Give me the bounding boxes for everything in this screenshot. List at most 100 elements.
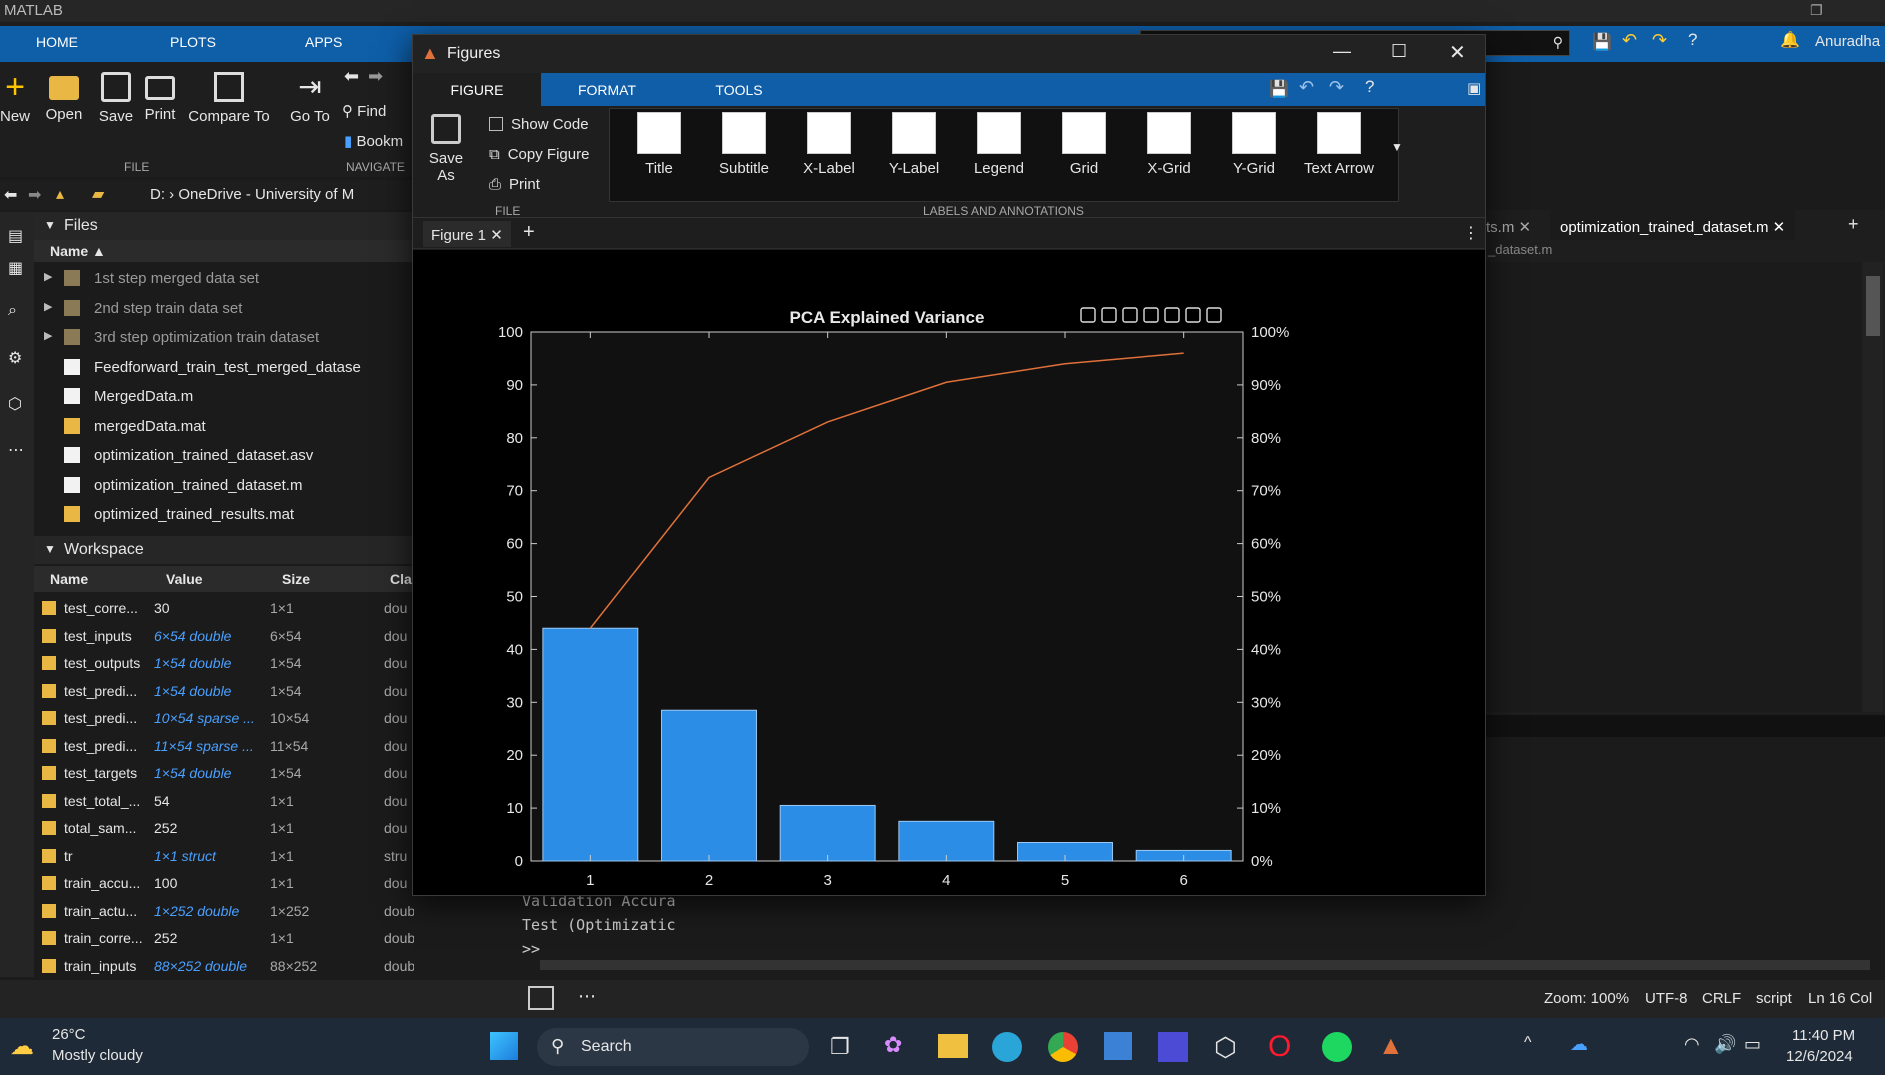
workspace-row[interactable]: train_actu... 1×252 double 1×252 double xyxy=(34,897,426,925)
plot-area[interactable]: PCA Explained Variance 0 0% 10 10% 20 20% 30 30%… xyxy=(413,250,1485,895)
expand-icon[interactable]: ▶ xyxy=(44,271,53,283)
opera-icon[interactable]: O xyxy=(1268,1030,1292,1063)
tab-plots[interactable]: PLOTS xyxy=(170,34,216,50)
save-icon[interactable]: 💾 xyxy=(1592,34,1612,51)
gallery-text-arrow[interactable]: Text Arrow xyxy=(1299,112,1379,177)
weather-icon[interactable]: ☁ xyxy=(10,1033,34,1060)
workspace-column-header[interactable]: Name Value Size Cla xyxy=(34,566,414,592)
forward-arrow-icon[interactable]: ➡ xyxy=(368,66,384,86)
taskbar-search[interactable]: ⚲ Search xyxy=(537,1028,809,1066)
forward-icon[interactable]: ➡ xyxy=(28,187,42,204)
workspace-cell-value[interactable]: 1×54 double xyxy=(154,682,232,699)
onedrive-icon[interactable]: ☁ xyxy=(1570,1034,1588,1054)
files-column-header[interactable]: Name ▲ xyxy=(34,240,414,262)
copilot-icon[interactable]: ✿ xyxy=(884,1032,903,1057)
figure-1-tab[interactable]: Figure 1 ✕ xyxy=(423,221,511,247)
cmd-horizontal-scrollbar[interactable] xyxy=(540,960,1870,970)
close-icon[interactable]: ✕ xyxy=(1449,42,1466,64)
workspace-row[interactable]: test_inputs 6×54 double 6×54 dou xyxy=(34,622,414,650)
gallery-y-grid[interactable]: Y-Grid xyxy=(1214,112,1294,177)
print-button[interactable]: Print xyxy=(140,72,180,123)
expand-icon[interactable]: ▶ xyxy=(44,330,53,342)
workspace-row[interactable]: test_corre... 30 1×1 dou xyxy=(34,594,414,622)
cmd-prompt[interactable]: >> xyxy=(522,940,541,958)
tab-figure[interactable]: FIGURE xyxy=(413,73,541,106)
collapse-icon[interactable]: ▼ xyxy=(44,218,56,232)
workspace-row[interactable]: train_corre... 252 1×1 double xyxy=(34,924,426,952)
pan-icon[interactable] xyxy=(1143,307,1159,323)
gallery-grid[interactable]: Grid xyxy=(1044,112,1124,177)
file-item[interactable]: optimization_trained_dataset.m xyxy=(34,471,414,500)
zoom-out-icon[interactable] xyxy=(1185,307,1201,323)
editor-tab-ts[interactable]: ts.m ✕ xyxy=(1486,219,1532,236)
save-button[interactable]: Save xyxy=(96,72,136,125)
brush-icon[interactable] xyxy=(1080,307,1096,323)
tab-tools[interactable]: TOOLS xyxy=(715,82,763,98)
workspace-row[interactable]: test_predi... 11×54 sparse ... 11×54 dou xyxy=(34,732,414,760)
edge-icon[interactable] xyxy=(992,1032,1022,1062)
more-icon[interactable]: ⋯ xyxy=(8,442,24,459)
figure-menu-icon[interactable]: ⋮ xyxy=(1463,225,1479,242)
print-figure-button[interactable]: ⎙ Print xyxy=(489,176,540,193)
file-item[interactable]: optimized_trained_results.mat xyxy=(34,500,414,529)
gallery-title[interactable]: Title xyxy=(619,112,699,177)
dock-icon[interactable]: ▣ xyxy=(1467,80,1482,97)
expand-icon[interactable]: ▶ xyxy=(44,300,53,313)
up-folder-icon[interactable]: ▴ xyxy=(56,186,65,203)
restore-icon[interactable]: ❐ xyxy=(1810,2,1823,18)
workspace-cell-value[interactable]: 1×252 double xyxy=(154,902,240,919)
workspace-row[interactable]: train_accu... 100 1×1 dou xyxy=(34,869,414,897)
gallery-y-label[interactable]: Y-Label xyxy=(874,112,954,177)
workspace-row[interactable]: test_predi... 1×54 double 1×54 dou xyxy=(34,677,414,705)
save-as-button[interactable]: Save As xyxy=(419,114,473,184)
tab-format[interactable]: FORMAT xyxy=(577,82,637,98)
maximize-icon[interactable]: ☐ xyxy=(1391,41,1408,61)
figure-title-bar[interactable]: ▲ Figures — ☐ ✕ xyxy=(413,35,1485,73)
workspace-row[interactable]: test_predi... 10×54 sparse ... 10×54 dou xyxy=(34,704,414,732)
workspace-cell-value[interactable]: 6×54 double xyxy=(154,627,232,644)
app-icon[interactable] xyxy=(1158,1032,1188,1062)
workspace-cell-value[interactable]: 10×54 sparse ... xyxy=(154,710,255,726)
file-item[interactable]: Feedforward_train_test_merged_datase xyxy=(34,353,414,382)
back-icon[interactable]: ⬅ xyxy=(4,187,18,204)
workspace-cell-value[interactable]: 1×54 double xyxy=(154,655,232,671)
workspace-panel-header[interactable]: ▼ Workspace xyxy=(34,536,414,564)
bell-icon[interactable]: 🔔 xyxy=(1780,32,1800,49)
add-tab-icon[interactable]: + xyxy=(1848,214,1859,234)
workspace-row[interactable]: test_outputs 1×54 double 1×54 dou xyxy=(34,649,414,677)
status-more-icon[interactable]: ⋯ xyxy=(578,986,596,1006)
cube-icon[interactable]: ⬡ xyxy=(8,396,22,413)
file-item[interactable]: MergedData.m xyxy=(34,382,414,411)
tab-home[interactable]: HOME xyxy=(36,34,78,50)
gallery-x-label[interactable]: X-Label xyxy=(789,112,869,177)
pca-chart[interactable]: PCA Explained Variance 0 0% 10 10% 20 20% 30 30%… xyxy=(413,250,1485,895)
battery-icon[interactable]: ▭ xyxy=(1744,1034,1762,1054)
clock-date[interactable]: 12/6/2024 xyxy=(1786,1048,1853,1065)
data-tip-icon[interactable] xyxy=(1101,307,1117,323)
workspace-row[interactable]: test_targets 1×54 double 1×54 dou xyxy=(34,759,414,787)
file-item[interactable]: mergedData.mat xyxy=(34,412,414,441)
file-item[interactable]: ▶ 3rd step optimization train dataset xyxy=(34,323,414,352)
current-folder-path[interactable]: D: › OneDrive - University of M xyxy=(150,186,355,203)
spotify-icon[interactable] xyxy=(1322,1032,1352,1062)
gallery-legend[interactable]: Legend xyxy=(959,112,1039,177)
zoom-in-icon[interactable] xyxy=(1164,307,1180,323)
copy-figure-button[interactable]: ⧉ Copy Figure xyxy=(489,146,590,163)
browse-folder-icon[interactable]: ▰ xyxy=(92,186,105,203)
matlab-taskbar-icon[interactable]: ▲ xyxy=(1378,1030,1404,1060)
terminal-icon[interactable] xyxy=(528,986,554,1010)
file-item[interactable]: ▶ 2nd step train data set xyxy=(34,294,414,323)
files-panel-header[interactable]: ▼ Files xyxy=(34,212,414,240)
wifi-icon[interactable]: ◠ xyxy=(1684,1034,1700,1054)
workspace-cell-value[interactable]: 88×252 double xyxy=(154,957,248,974)
workspace-panel-icon[interactable]: ▦ xyxy=(8,260,24,277)
gallery-expand-icon[interactable]: ▼ xyxy=(1391,140,1403,154)
weather-temp[interactable]: 26°C xyxy=(52,1026,86,1043)
editor-tab-active[interactable]: optimization_trained_dataset.m ✕ xyxy=(1550,210,1796,240)
workspace-cell-value[interactable]: 1×54 double xyxy=(154,765,232,781)
address-bar[interactable]: ⬅ ➡ ▴ ▰ D: › OneDrive - University of M xyxy=(0,180,420,210)
store-icon[interactable] xyxy=(1104,1032,1132,1060)
clock-time[interactable]: 11:40 PM xyxy=(1792,1027,1856,1044)
tools-icon[interactable]: ⚙ xyxy=(8,350,23,367)
tab-apps[interactable]: APPS xyxy=(305,34,343,50)
